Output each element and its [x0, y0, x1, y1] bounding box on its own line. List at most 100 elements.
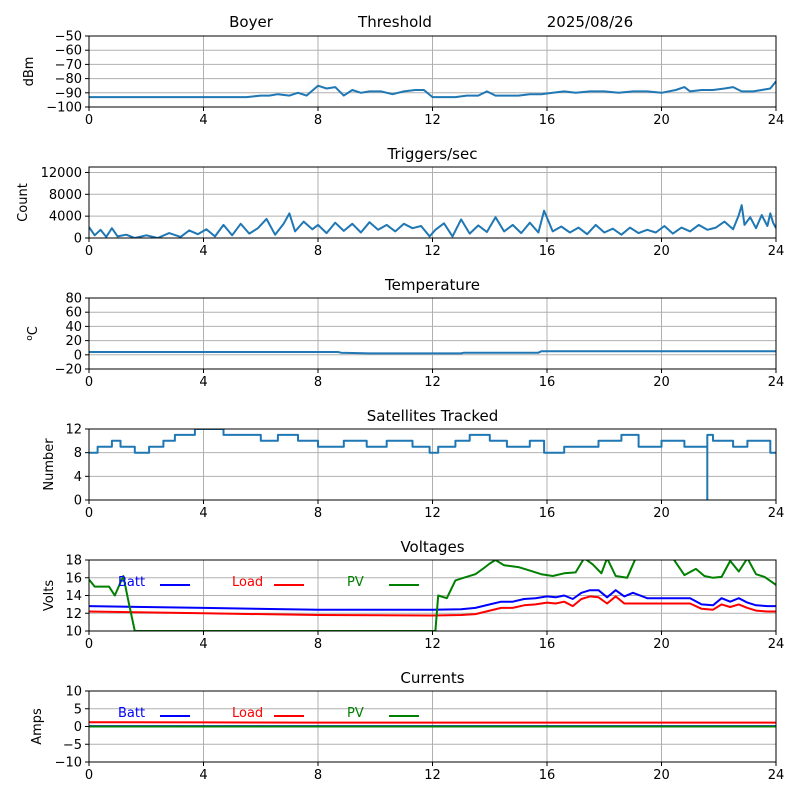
- x-tick-label: 4: [199, 244, 207, 259]
- x-tick-label: 4: [199, 375, 207, 390]
- legend-label-pv: PV: [347, 706, 364, 721]
- x-tick-label: 16: [539, 637, 556, 652]
- x-tick-label: 0: [85, 244, 93, 259]
- plot-frame: [88, 428, 777, 501]
- x-tick-label: 4: [199, 637, 207, 652]
- x-tick-label: 0: [85, 637, 93, 652]
- y-tick-label: 20: [65, 334, 82, 349]
- x-tick-label: 16: [539, 244, 556, 259]
- plot-frame: [88, 559, 777, 632]
- y-tick-label: 8000: [49, 188, 82, 203]
- x-tick-label: 24: [768, 637, 785, 652]
- y-tick-label: 4: [74, 470, 82, 485]
- y-tick-label: 0: [74, 494, 82, 509]
- x-tick-label: 24: [768, 244, 785, 259]
- x-tick-label: 0: [85, 768, 93, 783]
- x-tick-label: 4: [199, 113, 207, 128]
- y-tick-label: 40: [65, 320, 82, 335]
- y-axis-label: dBm: [22, 57, 37, 87]
- y-tick-label: −60: [55, 44, 82, 59]
- plot-frame: [88, 166, 777, 239]
- x-tick-label: 0: [85, 375, 93, 390]
- panel-title: Voltages: [400, 538, 464, 556]
- legend-label-load: Load: [232, 706, 263, 721]
- x-tick-label: 8: [314, 113, 322, 128]
- series-line: [89, 350, 776, 355]
- series-group: [89, 721, 776, 728]
- x-tick-label: 12: [424, 375, 441, 390]
- x-tick-label: 24: [768, 113, 785, 128]
- y-tick-label: −90: [55, 86, 82, 101]
- x-tick-label: 0: [85, 506, 93, 521]
- plot-frame: [88, 297, 777, 370]
- x-tick-label: 20: [653, 244, 670, 259]
- plot-frame: [88, 690, 777, 763]
- legend-label-load: Load: [232, 575, 263, 590]
- y-tick-label: 8: [74, 446, 82, 461]
- y-tick-label: 80: [65, 292, 82, 307]
- header-mode: Threshold: [357, 13, 432, 31]
- header-date: 2025/08/26: [547, 13, 633, 31]
- y-tick-label: −100: [46, 101, 82, 116]
- y-axis-label: oC: [25, 326, 41, 341]
- panel-title: Triggers/sec: [387, 145, 478, 163]
- y-tick-label: −80: [55, 72, 82, 87]
- x-tick-label: 8: [314, 375, 322, 390]
- y-tick-label: −5: [63, 738, 82, 753]
- y-tick-label: −20: [55, 363, 82, 378]
- x-tick-label: 4: [199, 768, 207, 783]
- legend-label-batt: Batt: [118, 575, 145, 590]
- x-tick-label: 16: [539, 113, 556, 128]
- panel-title: Currents: [400, 669, 464, 687]
- series-line-batt: [89, 589, 776, 611]
- x-tick-label: 12: [424, 768, 441, 783]
- series-line: [89, 80, 776, 99]
- y-axis-label: Volts: [42, 580, 57, 612]
- series-line-pv: [89, 560, 776, 631]
- x-tick-label: 20: [653, 113, 670, 128]
- series-group: [89, 204, 776, 238]
- legend-label-batt: Batt: [118, 706, 145, 721]
- series-group: [89, 350, 776, 355]
- series-line-load: [89, 595, 776, 617]
- legend-label-pv: PV: [347, 575, 364, 590]
- series-group: [89, 80, 776, 99]
- x-tick-label: 0: [85, 113, 93, 128]
- x-tick-label: 8: [314, 506, 322, 521]
- x-tick-label: 20: [653, 768, 670, 783]
- series-group: [89, 560, 776, 631]
- chart-panel-satellites: 0 4 8 12 16 20 24 0 4 8 12 Satellites Tracked Number: [42, 407, 784, 521]
- x-tick-label: 12: [424, 244, 441, 259]
- y-tick-label: −50: [55, 30, 82, 45]
- x-tick-label: 16: [539, 506, 556, 521]
- x-tick-label: 8: [314, 637, 322, 652]
- x-tick-label: 12: [424, 637, 441, 652]
- x-tick-label: 20: [653, 375, 670, 390]
- y-tick-label: 14: [65, 589, 82, 604]
- y-tick-label: 0: [74, 348, 82, 363]
- y-tick-label: 12: [65, 607, 82, 622]
- y-tick-label: 16: [65, 571, 82, 586]
- plot-frame: [88, 35, 777, 108]
- y-axis-label: Amps: [30, 708, 45, 745]
- panel-title: Satellites Tracked: [367, 407, 498, 425]
- y-tick-label: 12: [65, 423, 82, 438]
- y-axis-label: Count: [16, 183, 31, 222]
- x-tick-label: 8: [314, 244, 322, 259]
- chart-panel-voltages: 0 4 8 12 16 20 24 10 12 14 16 18 Voltages Volts Batt Lo…: [42, 538, 784, 652]
- series-line: [89, 204, 776, 238]
- x-tick-label: 20: [653, 637, 670, 652]
- y-tick-label: 0: [74, 232, 82, 247]
- y-tick-label: 0: [74, 720, 82, 735]
- x-tick-label: 20: [653, 506, 670, 521]
- y-tick-label: 18: [65, 554, 82, 569]
- x-tick-label: 12: [424, 113, 441, 128]
- y-axis-label-superscript: o: [25, 335, 35, 341]
- x-tick-label: 16: [539, 375, 556, 390]
- x-tick-label: 24: [768, 375, 785, 390]
- y-tick-label: −10: [55, 756, 82, 771]
- x-tick-label: 4: [199, 506, 207, 521]
